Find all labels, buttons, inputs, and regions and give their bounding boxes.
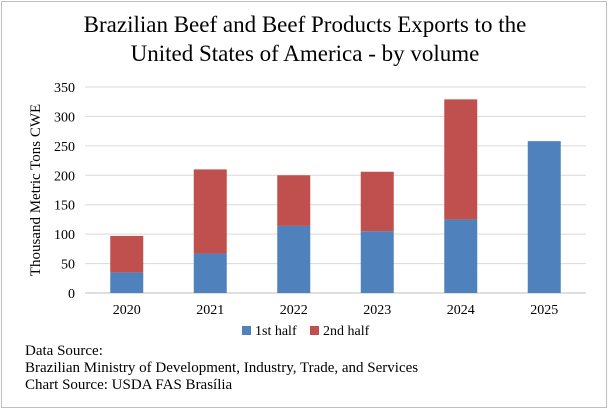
y-tick-label: 100 [54,228,75,243]
x-tick-label: 2025 [530,303,558,318]
bar-2nd-half-2022 [277,175,311,226]
y-tick-label: 350 [54,81,75,96]
bar-2nd-half-2021 [193,169,227,254]
x-tick-label: 2021 [196,303,224,318]
chart-title: Brazilian Beef and Beef Products Exports… [0,10,610,68]
chart-source: Chart Source: USDA FAS Brasília [25,377,233,393]
x-tick-label: 2022 [280,303,308,318]
y-tick-label: 250 [54,140,75,155]
x-tick-label: 2020 [113,303,141,318]
bar-2nd-half-2023 [360,171,394,232]
x-tick-label: 2024 [447,303,475,318]
source-ministry: Brazilian Ministry of Development, Indus… [25,360,419,376]
bar-2nd-half-2024 [444,99,478,220]
y-tick-label: 300 [54,110,75,125]
bar-1st-half-2025 [527,141,561,293]
legend-swatch [242,326,251,335]
y-axis-title: Thousand Metric Tons CWE [28,104,44,276]
legend-label: 2nd half [323,324,370,339]
source-notes: Data Source: Brazilian Ministry of Devel… [25,343,418,394]
bar-1st-half-2022 [277,225,311,293]
legend-swatch [310,326,319,335]
legend-label: 1st half [255,324,297,339]
bar-1st-half-2020 [110,272,144,293]
y-tick-label: 50 [61,258,75,273]
y-tick-label: 0 [68,287,75,302]
y-tick-label: 150 [54,199,75,214]
bar-1st-half-2021 [193,253,227,293]
bar-1st-half-2024 [444,219,478,293]
y-tick-label: 200 [54,169,75,184]
source-label: Data Source: [25,343,103,359]
x-tick-label: 2023 [363,303,391,318]
bar-1st-half-2023 [360,231,394,293]
bar-2nd-half-2020 [110,235,144,273]
chart-title-line-2: United States of America - by volume [130,41,480,66]
chart-title-line-1: Brazilian Beef and Beef Products Exports… [83,12,527,37]
